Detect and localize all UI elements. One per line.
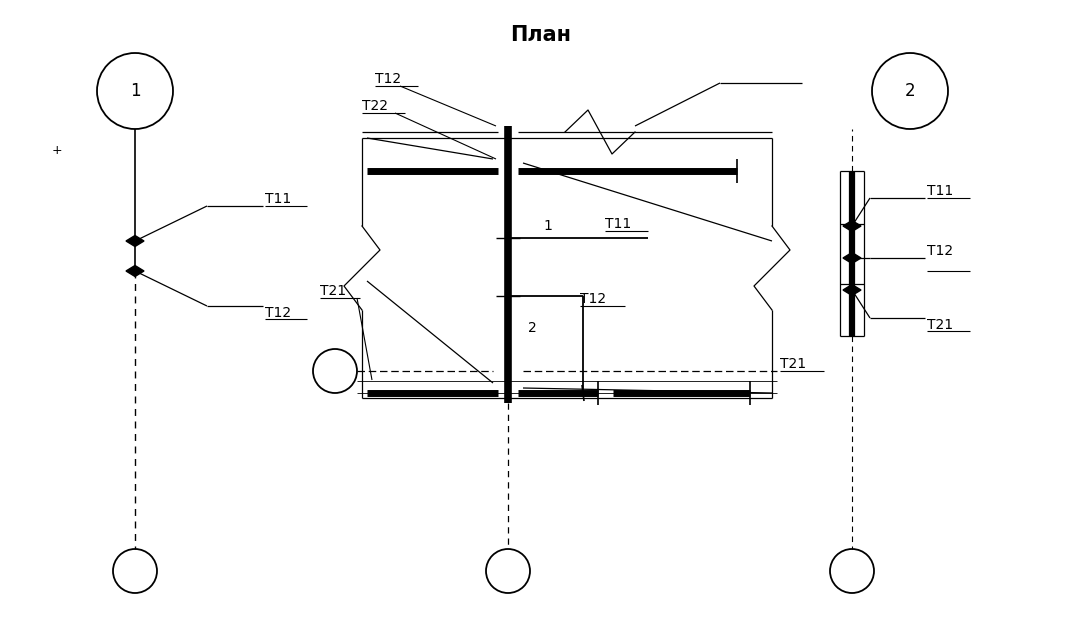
Text: Т22: Т22 xyxy=(362,99,388,113)
Text: Т12: Т12 xyxy=(375,72,401,86)
Text: Т11: Т11 xyxy=(927,184,953,198)
Polygon shape xyxy=(126,265,144,277)
Polygon shape xyxy=(843,252,861,264)
Text: 2: 2 xyxy=(905,82,915,100)
Text: Т12: Т12 xyxy=(265,306,291,320)
Polygon shape xyxy=(843,284,861,295)
Text: План: План xyxy=(511,25,571,45)
Text: Т12: Т12 xyxy=(580,292,606,306)
Text: Т11: Т11 xyxy=(265,192,291,206)
Polygon shape xyxy=(843,220,861,232)
Text: Т11: Т11 xyxy=(605,217,631,231)
Text: 1: 1 xyxy=(543,219,552,233)
Text: +: + xyxy=(52,145,63,158)
Text: Т21: Т21 xyxy=(927,318,953,332)
Text: 2: 2 xyxy=(528,321,537,335)
Polygon shape xyxy=(126,235,144,247)
Text: Т21: Т21 xyxy=(320,284,346,298)
Text: Т21: Т21 xyxy=(780,357,806,371)
Text: 1: 1 xyxy=(130,82,141,100)
Text: Т12: Т12 xyxy=(927,244,953,258)
